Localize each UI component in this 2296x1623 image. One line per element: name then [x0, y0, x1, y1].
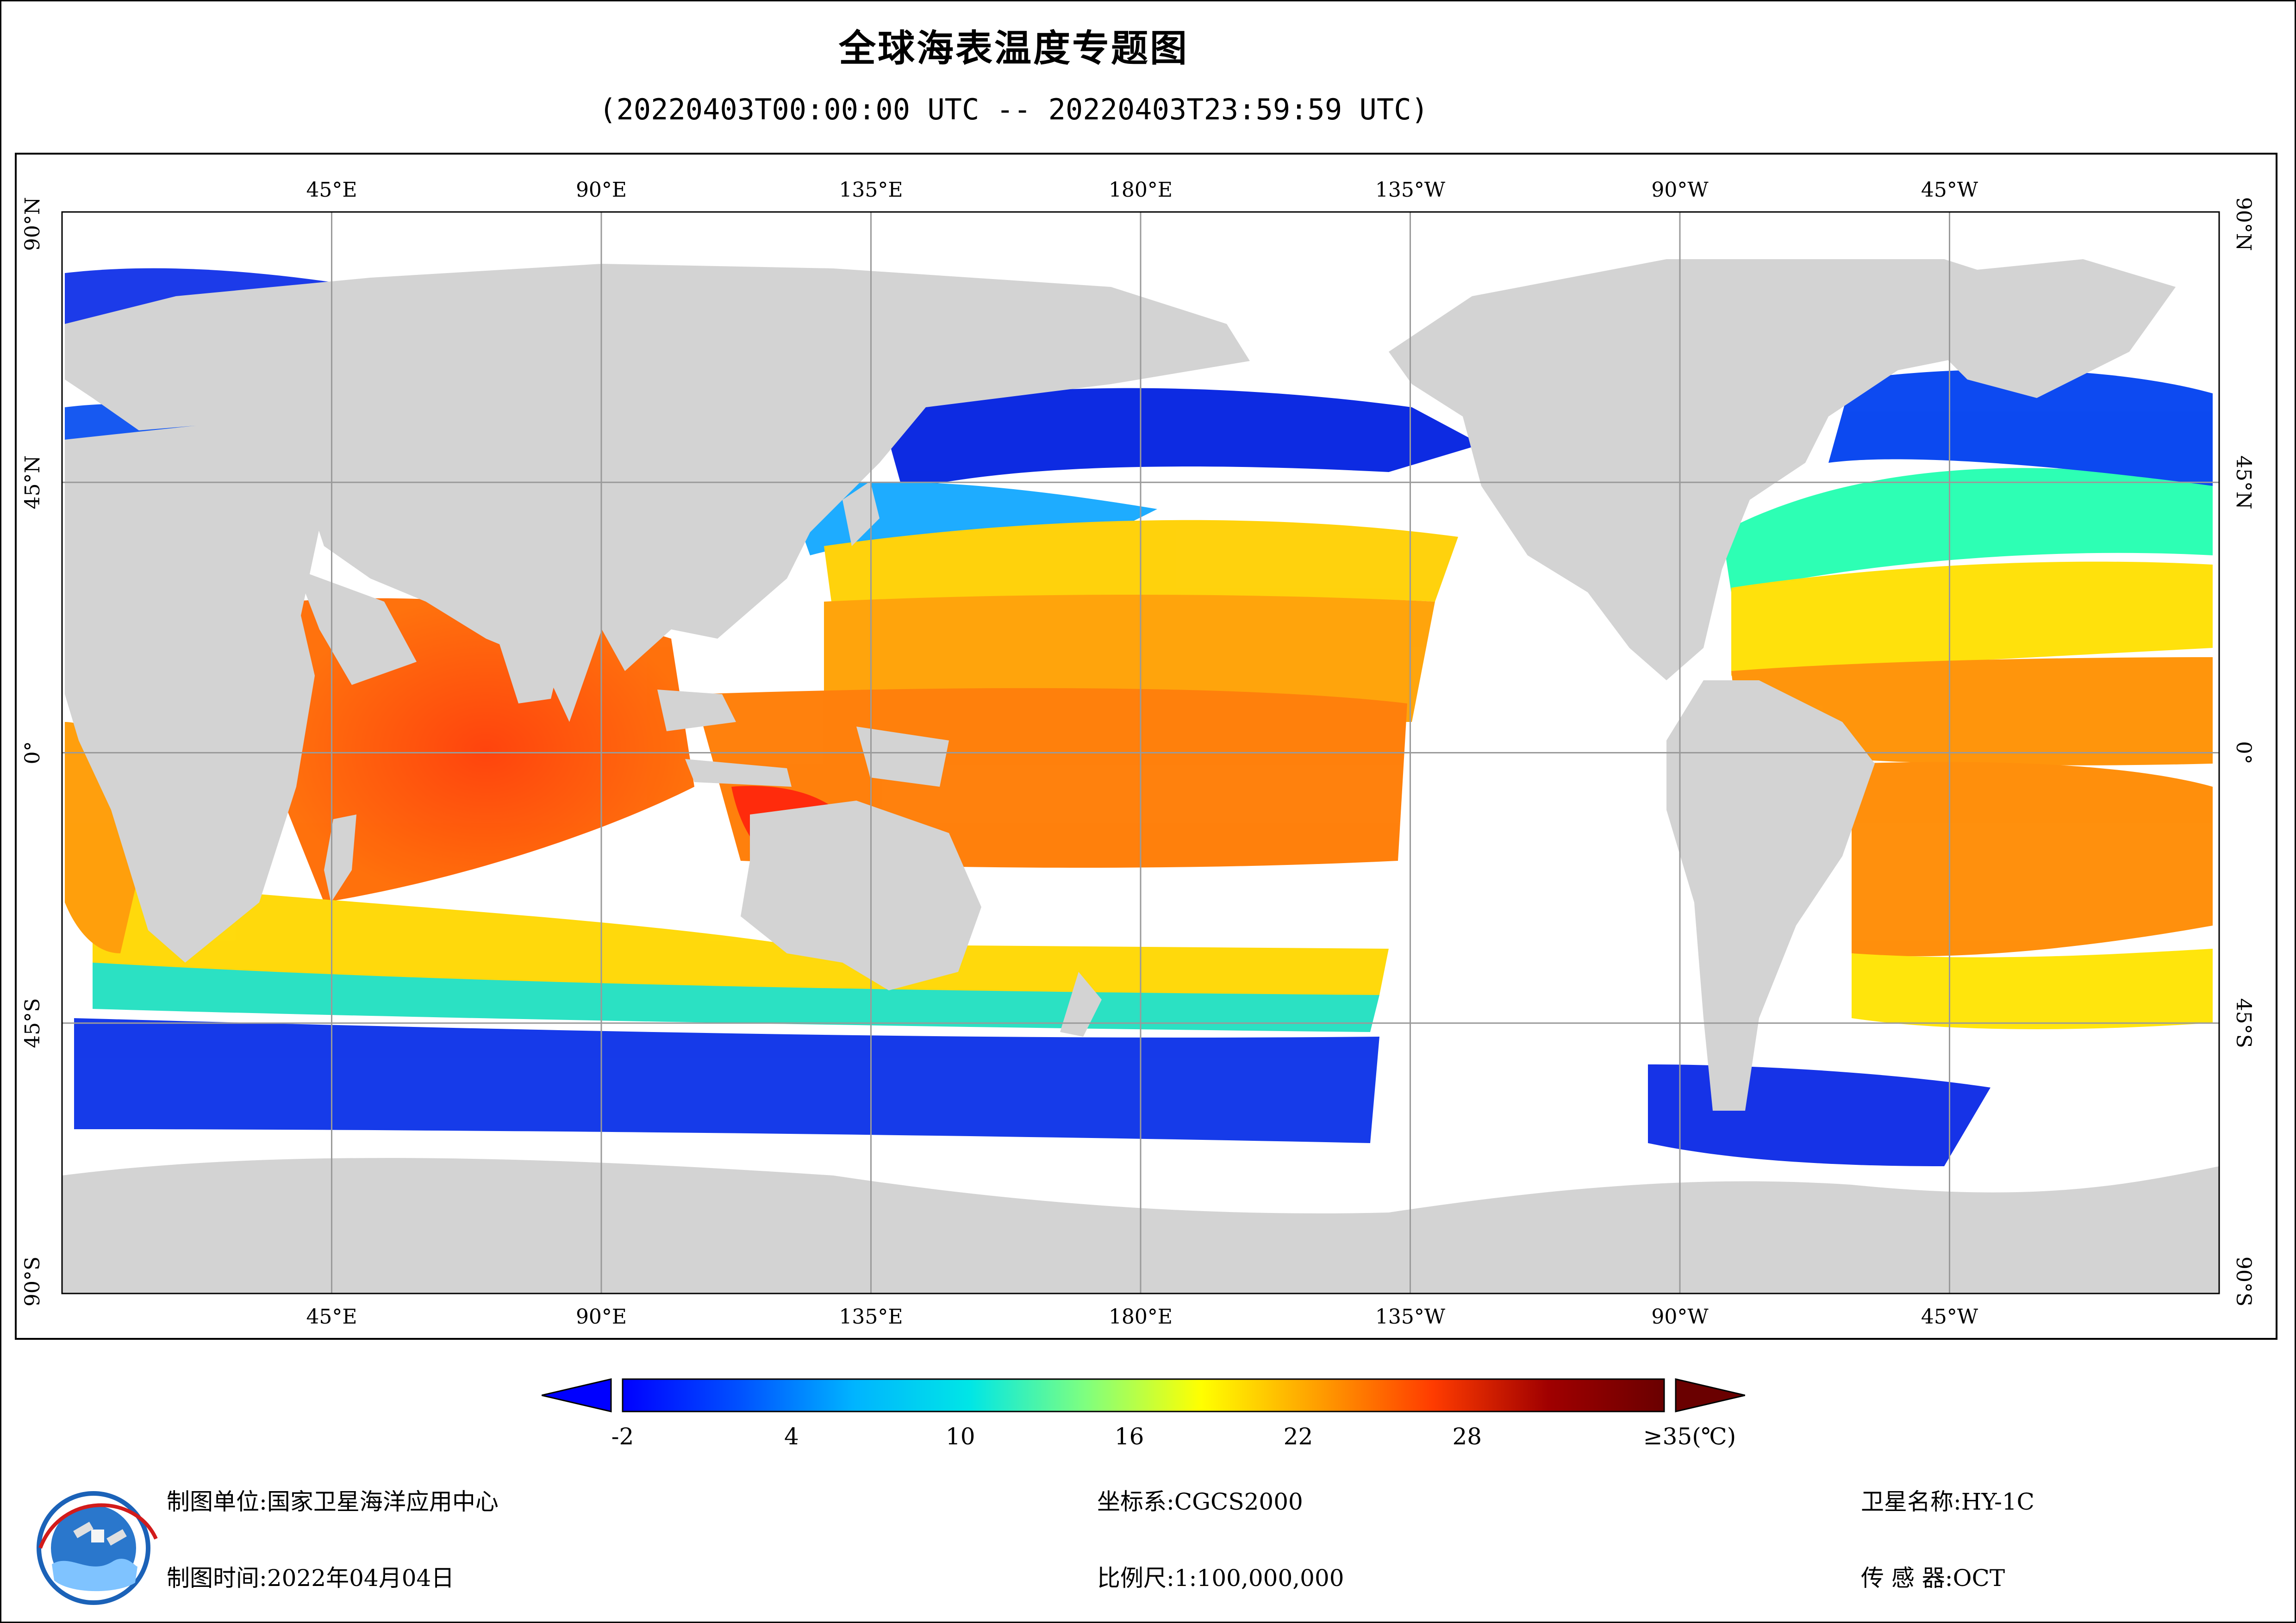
colorbar-tick-label: 22: [1283, 1423, 1313, 1450]
right-lat-label: 45°S: [2232, 998, 2255, 1048]
right-lat-label: 90°N: [2232, 197, 2255, 251]
land-eurasia: [65, 264, 1250, 722]
satellite-line: 卫星名称:HY-1C: [1861, 1483, 2034, 1517]
crs-value: CGCS2000: [1174, 1488, 1303, 1515]
colorbar-tick-label: 16: [1114, 1423, 1144, 1450]
colorbar: -2 4 10 16 22 28 ≥35(℃): [542, 1372, 1745, 1465]
axis-labels: 45°E 90°E 135°E 180°E 135°W 90°W 45°W 45°E 90°E 1…: [21, 178, 2255, 1329]
bottom-lon-label: 45°W: [1921, 1305, 1978, 1329]
sst-patch: [1731, 561, 2213, 676]
sensor-label: 传 感 器:: [1861, 1565, 1953, 1592]
org-line: 制图单位:国家卫星海洋应用中心: [167, 1483, 499, 1517]
top-lon-label: 45°W: [1921, 178, 1978, 202]
colorbar-tick-label: -2: [611, 1423, 634, 1450]
map-title: 全球海表温度专题图: [839, 27, 1189, 70]
bottom-lon-label: 90°E: [576, 1305, 627, 1329]
colorbar-gradient: [622, 1378, 1665, 1412]
scale-label: 比例尺:: [1097, 1565, 1174, 1592]
land-south-america: [1666, 680, 1875, 1111]
colorbar-tick-label: 4: [784, 1423, 799, 1450]
colorbar-tick-label: ≥35(℃): [1643, 1423, 1736, 1450]
top-lon-label: 90°W: [1651, 178, 1709, 202]
land-india: [481, 588, 574, 703]
left-lat-label: 90°N: [21, 197, 44, 251]
land-greenland: [1898, 259, 2176, 398]
colorbar-max-arrow: [1675, 1378, 1745, 1412]
right-lat-label: 90°S: [2232, 1256, 2255, 1306]
sst-patch: [278, 598, 694, 902]
time-range-subtitle: (20220403T00:00:00 UTC -- 20220403T23:59…: [599, 93, 1429, 126]
sst-patch: [93, 963, 1379, 1032]
colorbar-bar: [542, 1378, 1745, 1412]
map-frame: [15, 153, 2277, 1340]
time-label: 制图时间:: [167, 1565, 267, 1592]
org-label: 制图单位:: [167, 1488, 267, 1515]
land-australia: [741, 801, 981, 990]
colorbar-tick-label: 10: [945, 1423, 975, 1450]
scale-line: 比例尺:1:100,000,000: [1097, 1560, 1344, 1593]
left-lat-label: 45°S: [21, 998, 44, 1048]
crs-line: 坐标系:CGCS2000: [1097, 1483, 1303, 1517]
left-lat-label: 90°S: [21, 1256, 44, 1306]
sst-patch: [74, 1018, 1379, 1143]
satellite-label: 卫星名称:: [1861, 1488, 1961, 1515]
right-lat-label: 45°N: [2232, 455, 2255, 510]
top-lon-label: 45°E: [306, 178, 357, 202]
sensor-value: OCT: [1953, 1565, 2005, 1592]
bottom-lon-label: 45°E: [306, 1305, 357, 1329]
crs-label: 坐标系:: [1097, 1488, 1174, 1515]
graticule: [62, 212, 2219, 1293]
top-lon-label: 135°W: [1375, 178, 1446, 202]
land-north-america: [1389, 259, 2060, 680]
bottom-lon-label: 180°E: [1109, 1305, 1173, 1329]
sst-patch: [1722, 468, 2213, 592]
sst-map: 45°E 90°E 135°E 180°E 135°W 90°W 45°W 45°E 90°E 1…: [21, 178, 2255, 1329]
org-value: 国家卫星海洋应用中心: [267, 1488, 499, 1515]
sst-patch: [787, 482, 1157, 555]
top-lon-label: 135°E: [839, 178, 903, 202]
sst-patch: [880, 388, 1481, 491]
sst-patch: [1852, 762, 2213, 957]
sst-patch: [1828, 369, 2213, 486]
bottom-lon-label: 135°W: [1375, 1305, 1446, 1329]
nsoas-logo: [37, 1491, 158, 1605]
time-value: 2022年04月04日: [267, 1565, 455, 1592]
sst-patch: [1852, 949, 2213, 1029]
sst-patch: [93, 879, 1389, 996]
land-new-zealand: [1060, 972, 1102, 1037]
scale-value: 1:100,000,000: [1174, 1565, 1344, 1592]
left-lat-label: 45°N: [21, 455, 44, 510]
bottom-lon-label: 135°E: [839, 1305, 903, 1329]
land-arabia: [296, 569, 417, 685]
land-new-guinea: [856, 727, 949, 787]
land-java: [685, 759, 792, 787]
right-lat-label: 0°: [2232, 741, 2255, 765]
bottom-lon-label: 90°W: [1651, 1305, 1709, 1329]
time-line: 制图时间:2022年04月04日: [167, 1560, 454, 1593]
top-lon-label: 180°E: [1109, 178, 1173, 202]
land-africa: [65, 426, 333, 963]
colorbar-min-arrow: [542, 1378, 612, 1412]
map-border: [61, 211, 2220, 1294]
left-lat-label: 0°: [21, 741, 44, 765]
sensor-line: 传 感 器:OCT: [1861, 1560, 2005, 1593]
satellite-value: HY-1C: [1961, 1488, 2034, 1515]
top-lon-label: 90°E: [576, 178, 627, 202]
colorbar-tick-label: 28: [1452, 1423, 1482, 1450]
land-borneo: [657, 690, 736, 731]
